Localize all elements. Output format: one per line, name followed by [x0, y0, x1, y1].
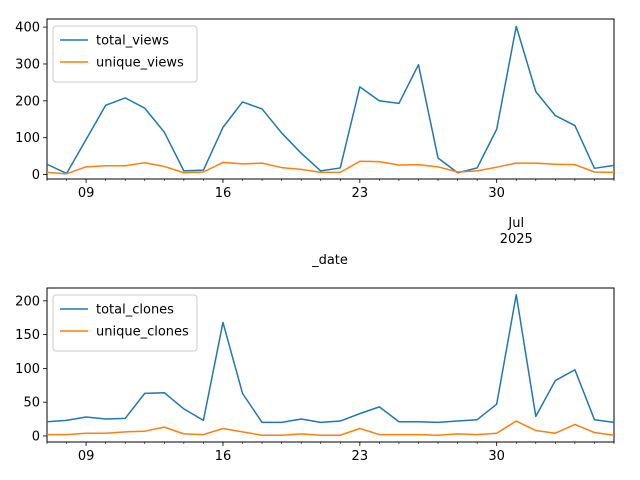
- series-line-total-views: [46, 25, 615, 175]
- x-year-label: 2025: [500, 232, 533, 247]
- y-tick-label: 100: [15, 362, 40, 377]
- series-line-total-clones: [46, 294, 615, 424]
- y-tick-label: 200: [15, 294, 40, 309]
- views-y-axis: 0 100 200 300 400: [15, 21, 47, 183]
- y-tick-label: 300: [15, 57, 40, 72]
- x-tick-label: 23: [352, 186, 369, 201]
- views-legend: total_views unique_views: [52, 25, 198, 83]
- legend-label: total_views: [96, 34, 169, 49]
- views-x-axis-label: _date: [311, 253, 348, 268]
- y-tick-label: 400: [15, 21, 40, 36]
- series-line-unique-views: [46, 160, 615, 175]
- x-tick-label: 16: [215, 449, 232, 464]
- y-tick-label: 50: [23, 396, 40, 411]
- legend-label: unique_views: [96, 56, 184, 71]
- clones-series-lines: [46, 294, 615, 436]
- x-tick-label: 09: [78, 449, 95, 464]
- x-tick-label: 23: [352, 449, 369, 464]
- legend-label: total_clones: [96, 303, 174, 318]
- y-tick-label: 0: [32, 168, 40, 183]
- x-tick-label: 30: [488, 449, 505, 464]
- y-tick-label: 0: [32, 429, 40, 444]
- y-tick-label: 200: [15, 94, 40, 109]
- views-series-lines: [46, 25, 615, 175]
- clones-subplot: 09 16 23 30 0 50 100 150 200 total_clonesunique…: [15, 287, 615, 464]
- clones-legend: total_clones unique_clones: [52, 294, 198, 352]
- legend-box: [52, 25, 198, 83]
- x-tick-label: 09: [78, 186, 95, 201]
- y-tick-label: 100: [15, 131, 40, 146]
- clones-x-axis: 09 16 23 30: [46, 442, 615, 464]
- series-line-unique-clones: [47, 420, 615, 436]
- y-tick-label: 150: [15, 328, 40, 343]
- x-tick-label: 16: [215, 186, 232, 201]
- views-plot-frame: [46, 18, 615, 180]
- x-tick-label: 30: [488, 186, 505, 201]
- x-month-label: Jul: [507, 216, 524, 231]
- clones-y-axis: 0 50 100 150 200: [15, 294, 47, 444]
- legend-label: unique_clones: [96, 325, 189, 340]
- clones-plot-frame: [46, 287, 615, 443]
- legend-box: [52, 294, 198, 352]
